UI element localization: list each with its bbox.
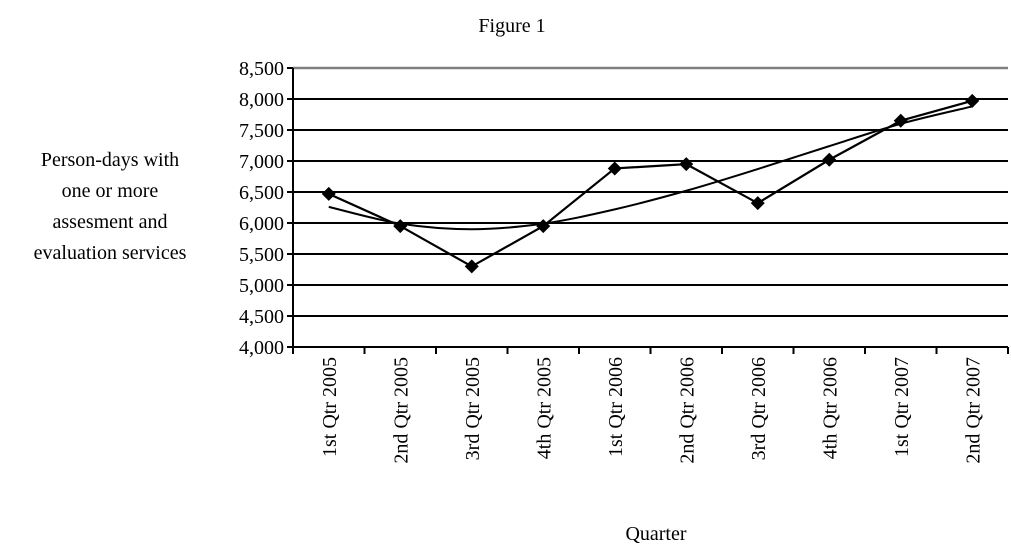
x-tick-label: 1st Qtr 2006 bbox=[605, 357, 627, 457]
data-point-diamond bbox=[965, 93, 980, 108]
x-axis-label: Quarter bbox=[625, 523, 686, 545]
y-axis-label-line: assesment and bbox=[53, 211, 168, 233]
y-tick-label: 7,500 bbox=[239, 120, 284, 142]
data-point-diamond bbox=[393, 219, 408, 234]
y-tick-label: 6,500 bbox=[239, 182, 284, 204]
x-tick-label: 1st Qtr 2007 bbox=[891, 357, 913, 457]
y-axis-label-line: one or more bbox=[62, 180, 159, 202]
x-tick-label: 2nd Qtr 2007 bbox=[962, 357, 984, 464]
y-axis-label: Person-days with one or more assesment a… bbox=[34, 149, 187, 264]
y-tick-label: 8,500 bbox=[239, 58, 284, 80]
y-tick-label: 6,000 bbox=[239, 213, 284, 235]
y-axis-label-line: Person-days with bbox=[41, 149, 179, 171]
y-tick-label: 7,000 bbox=[239, 151, 284, 173]
x-tick-label: 2nd Qtr 2006 bbox=[676, 357, 698, 464]
data-point-diamond bbox=[321, 186, 336, 201]
y-tick-label: 4,000 bbox=[239, 337, 284, 359]
x-tick-labels: 1st Qtr 2005 2nd Qtr 2005 3rd Qtr 2005 4th … bbox=[319, 357, 985, 464]
data-point-diamond bbox=[750, 196, 765, 211]
x-tick-label: 4th Qtr 2006 bbox=[819, 357, 841, 459]
y-tick-label: 8,000 bbox=[239, 89, 284, 111]
y-tick-label: 4,500 bbox=[239, 306, 284, 328]
x-tick-label: 3rd Qtr 2005 bbox=[462, 357, 484, 460]
data-point-diamond bbox=[464, 259, 479, 274]
y-tick-labels: 4,000 4,500 5,000 5,500 6,000 6,500 7,000 7,500… bbox=[239, 58, 284, 359]
y-tick-label: 5,500 bbox=[239, 244, 284, 266]
data-point-diamond bbox=[679, 157, 694, 172]
x-tick-label: 2nd Qtr 2005 bbox=[390, 357, 412, 464]
data-point-diamond bbox=[607, 161, 622, 176]
gridlines bbox=[293, 66, 1008, 317]
series bbox=[321, 93, 980, 274]
y-tick-label: 5,000 bbox=[239, 275, 284, 297]
chart-title: Figure 1 bbox=[478, 15, 545, 37]
y-axis-label-line: evaluation services bbox=[34, 242, 187, 264]
data-point-diamond bbox=[822, 152, 837, 167]
x-tick-label: 3rd Qtr 2006 bbox=[748, 357, 770, 460]
trendline bbox=[328, 105, 973, 231]
x-tick-label: 4th Qtr 2005 bbox=[533, 357, 555, 459]
axes bbox=[287, 67, 1009, 354]
x-tick-label: 1st Qtr 2005 bbox=[319, 357, 341, 457]
series-line bbox=[328, 99, 973, 268]
